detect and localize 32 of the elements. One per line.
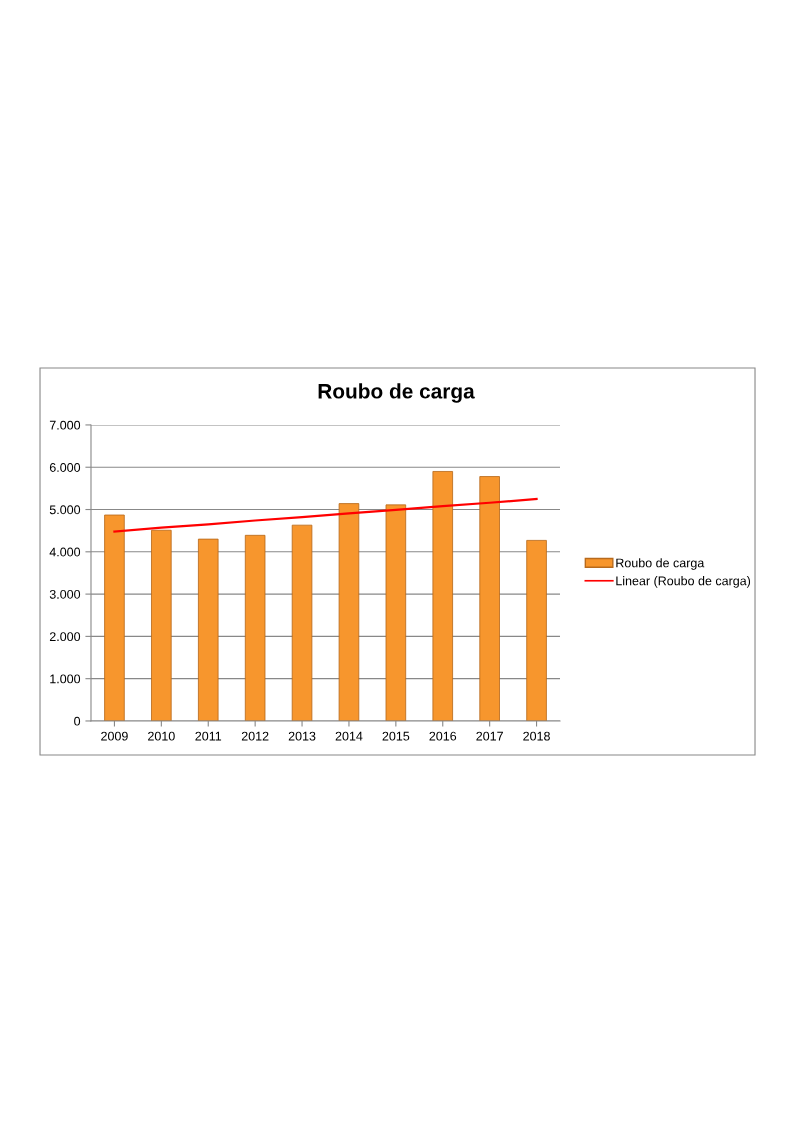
bar: [526, 539, 547, 721]
x-tick-label: 2010: [148, 731, 175, 741]
bar: [104, 514, 125, 721]
bar: [479, 476, 500, 721]
y-tick-label: 1.000: [50, 674, 81, 684]
x-tick-label: 2014: [335, 731, 363, 741]
bar: [197, 538, 219, 721]
y-tick-label: 6.000: [49, 463, 81, 472]
line-series: [113, 497, 538, 533]
x-tick-label: 2017: [476, 731, 503, 741]
y-tick-label: 0: [74, 716, 81, 726]
legend-label: Linear (Roubo de carga): [616, 576, 751, 588]
y-tick-label: 2.000: [49, 632, 81, 642]
x-tick-label: 2018: [523, 731, 550, 741]
legend-label: Roubo de carga: [616, 558, 705, 570]
bar: [291, 524, 313, 721]
y-tick-label: 3.000: [49, 589, 81, 599]
chart-title: Roubo de carga: [318, 383, 475, 403]
x-tick-label: 2012: [241, 731, 269, 741]
bar: [432, 471, 454, 721]
x-tick-label: 2015: [382, 731, 410, 741]
x-tick-label: 2016: [429, 731, 457, 741]
bar: [244, 534, 266, 721]
x-tick-label: 2011: [195, 731, 222, 741]
x-tick-label: 2009: [101, 731, 128, 741]
y-tick-label: 5.000: [49, 505, 81, 515]
bar: [338, 503, 360, 721]
bar: [151, 529, 172, 721]
bar: [385, 504, 407, 721]
y-tick-label: 4.000: [49, 547, 81, 557]
y-tick-label: 7.000: [49, 420, 81, 430]
x-tick-label: 2013: [288, 731, 316, 741]
